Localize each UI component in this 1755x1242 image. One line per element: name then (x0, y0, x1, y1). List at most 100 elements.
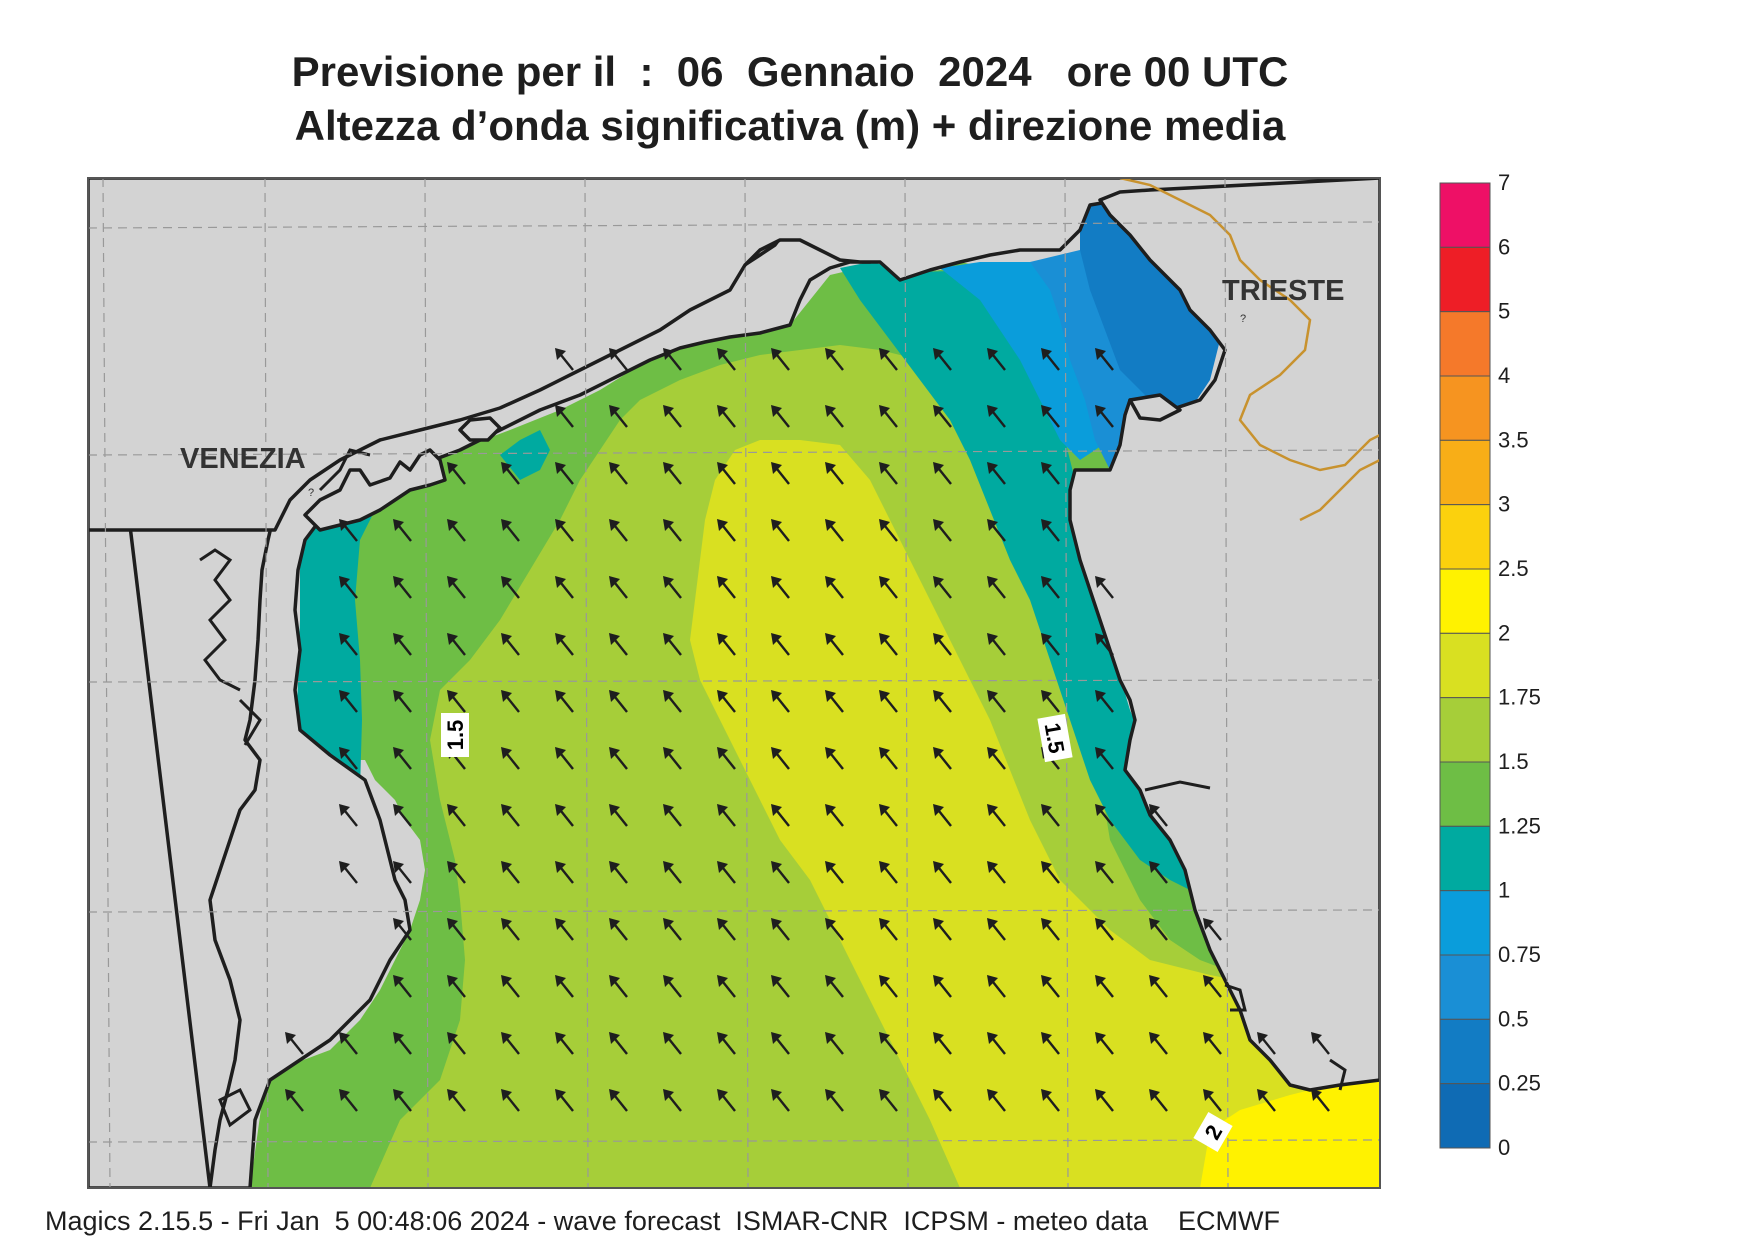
arrow-head (879, 918, 890, 930)
legend-swatch (1439, 246, 1491, 313)
arrow-head (1149, 861, 1160, 873)
arrow-head (501, 918, 512, 930)
wave-zone-1-nordest (840, 262, 1210, 900)
arrow-head (1041, 861, 1052, 873)
arrow-head (1095, 348, 1106, 360)
arrow-head (771, 405, 782, 417)
arrow-head (555, 519, 566, 531)
wave-zone-0-25 (1080, 195, 1220, 420)
arrow-head (879, 1032, 890, 1044)
legend-swatch (1439, 1083, 1491, 1149)
arrow-head (933, 918, 944, 930)
arrow-head (933, 747, 944, 759)
map-frame (87, 177, 1381, 1189)
contour-label-west: 1.5 (441, 713, 469, 757)
arrow-head (933, 690, 944, 702)
legend-label: 5 (1498, 299, 1510, 324)
arrow-head (1203, 1032, 1214, 1044)
arrow-head (447, 633, 458, 645)
legend-swatch (1439, 311, 1491, 377)
legend-label: 2.5 (1498, 556, 1529, 581)
arrow-head (933, 1032, 944, 1044)
arrow-head (879, 348, 890, 360)
arrow-head (933, 462, 944, 474)
arrow-head (609, 633, 620, 645)
arrow-head (393, 519, 404, 531)
arrow-head (987, 633, 998, 645)
arrow-head (771, 690, 782, 702)
wave-direction-arrows (285, 348, 1330, 1112)
arrow-head (879, 690, 890, 702)
arrow-head (1095, 690, 1106, 702)
legend-label: 1.75 (1498, 685, 1541, 710)
arrow-head (717, 348, 728, 360)
wave-zone-1-75 (690, 440, 1380, 1188)
arrow-head (825, 1089, 836, 1101)
arrow-head (447, 462, 458, 474)
legend-label: 7 (1498, 170, 1510, 195)
arrow-head (933, 576, 944, 588)
arrow-head (501, 861, 512, 873)
arrow-head (447, 918, 458, 930)
arrow-head (663, 1089, 674, 1101)
arrow-head (825, 690, 836, 702)
arrow-head (663, 804, 674, 816)
arrow-head (879, 633, 890, 645)
arrow-head (1203, 1089, 1214, 1101)
contour-label-east: 1.5 (1037, 713, 1073, 763)
arrow-head (663, 1032, 674, 1044)
arrow-head (663, 861, 674, 873)
arrow-head (987, 975, 998, 987)
arrow-head (933, 405, 944, 417)
arrow-head (879, 861, 890, 873)
legend-swatch (1439, 632, 1491, 699)
arrow-head (825, 633, 836, 645)
arrow-head (501, 633, 512, 645)
legend-swatch (1439, 890, 1491, 956)
arrow-head (1095, 633, 1106, 645)
wave-zone-1 (290, 465, 425, 920)
arrow-head (609, 804, 620, 816)
arrow-head (1149, 1032, 1160, 1044)
arrow-head (339, 690, 350, 702)
arrow-head (609, 1032, 620, 1044)
wave-zone-2 (1200, 1080, 1380, 1188)
arrow-head (1041, 690, 1052, 702)
arrow-head (339, 1032, 350, 1044)
arrow-head (1311, 1032, 1322, 1044)
arrow-head (447, 690, 458, 702)
arrow-head (1095, 804, 1106, 816)
arrow-head (663, 405, 674, 417)
legend-swatch (1439, 568, 1491, 634)
arrow-head (987, 1032, 998, 1044)
arrow-head (393, 576, 404, 588)
arrow-head (1149, 918, 1160, 930)
state-border (1119, 178, 1380, 522)
arrow-head (1149, 1089, 1160, 1101)
arrow-head (609, 1089, 620, 1101)
arrow-head (555, 348, 566, 360)
arrow-head (825, 519, 836, 531)
arrow-head (825, 348, 836, 360)
legend-label: 4 (1498, 363, 1510, 388)
arrow-head (933, 975, 944, 987)
arrow-head (987, 918, 998, 930)
legend-swatch (1439, 504, 1491, 570)
arrow-head (609, 975, 620, 987)
legend-label: 3 (1498, 492, 1510, 517)
arrow-head (339, 861, 350, 873)
arrow-head (1095, 975, 1106, 987)
label-venezia: VENEZIA (180, 443, 306, 475)
arrow-head (1149, 975, 1160, 987)
arrow-head (447, 576, 458, 588)
arrow-head (717, 405, 728, 417)
arrow-head (447, 1032, 458, 1044)
arrow-head (1041, 519, 1052, 531)
legend-label: 1.5 (1498, 749, 1529, 774)
arrow-head (1041, 405, 1052, 417)
legend-label: 1 (1498, 878, 1510, 903)
arrow-head (879, 462, 890, 474)
arrow-head (717, 804, 728, 816)
arrow-head (609, 690, 620, 702)
